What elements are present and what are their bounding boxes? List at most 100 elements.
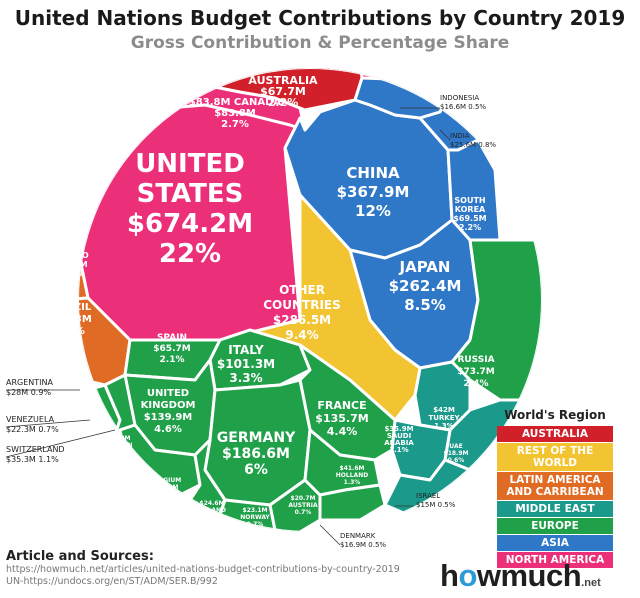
label-name-brazil: BRAZIL	[51, 302, 92, 313]
outside-value-india: $25.6M 0.8%	[450, 141, 496, 149]
sources-heading: Article and Sources:	[6, 549, 154, 564]
label-name-canada: $83.8M CANADA	[189, 97, 282, 108]
label-name-united-kingdom: UNITED	[147, 388, 189, 399]
chart-subtitle: Gross Contribution & Percentage Share	[130, 33, 510, 53]
outside-value-indonesia: $16.6M 0.5%	[440, 103, 486, 111]
label-share-brazil: 2.9%	[57, 326, 85, 337]
label-share-austria: 0.7%	[295, 509, 312, 516]
label-share-poland: 0.8%	[204, 514, 221, 521]
label-name-saudi-arabia: SAUDI	[387, 432, 411, 440]
label-share-norway: 0.7%	[247, 521, 264, 528]
label-value-poland: $24.6M	[200, 500, 225, 507]
label-share-south-korea: 2.2%	[459, 223, 481, 232]
label-share-other-countries: 9.4%	[285, 328, 318, 342]
outside-name-india: INDIA	[450, 132, 470, 140]
outside-name-denmark: DENMARK	[340, 532, 376, 540]
label-name-france: FRANCE	[317, 399, 366, 412]
label-share-france: 4.4%	[327, 425, 358, 438]
label-value-other-countries: $286.5M	[273, 313, 331, 327]
brand-suffix: .net	[581, 577, 601, 589]
outside-name-argentina: ARGENTINA	[6, 378, 54, 387]
label-value-mexico: $39.6M	[54, 260, 87, 269]
label-name-uae: UAE	[449, 443, 462, 450]
outside-value-venezuela: $22.3M 0.7%	[6, 425, 59, 434]
label-name-austria: AUSTRIA	[288, 502, 318, 509]
label-value-italy: $101.3M	[217, 357, 275, 371]
outside-value-switzerland: $35.3M 1.1%	[6, 455, 59, 464]
label-name-russia: RUSSIA	[457, 355, 494, 365]
label-name-norway: NORWAY	[240, 514, 270, 521]
label-value-germany: $186.6M	[222, 446, 290, 462]
label-name-mexico: MEXICO	[53, 251, 88, 260]
label-name-other-countries: COUNTRIES	[263, 298, 341, 312]
label-value-australia: $67.7M	[260, 85, 306, 98]
label-name-south-korea: SOUTH	[454, 196, 485, 205]
outside-value-argentina: $28M 0.9%	[6, 388, 51, 397]
label-share-holland: 1.3%	[344, 479, 361, 486]
legend-item-latin-america: LATIN AMERICA AND CARRIBEAN	[497, 472, 613, 501]
label-value-norway: $23.1M	[243, 507, 268, 514]
legend-item-middle-east: MIDDLE EAST	[497, 501, 613, 518]
leader-line-india	[439, 129, 451, 141]
leader-line-switzerland	[5, 429, 116, 458]
outside-name-venezuela: VENEZUELA	[6, 415, 55, 424]
label-name-south-korea: KOREA	[455, 205, 486, 214]
label-name-united-states: STATES	[137, 179, 244, 209]
label-value-united-kingdom: $139.9M	[144, 412, 193, 423]
label-name-belgium: BELGIUM	[151, 477, 182, 484]
cell-south-korea	[446, 138, 502, 242]
label-share-china: 12%	[355, 202, 391, 220]
legend-item-asia: ASIA	[497, 535, 613, 552]
label-value-turkey: $42M	[433, 406, 455, 414]
label-name-australia: AUSTRALIA	[248, 74, 318, 87]
label-value-china: $367.9M	[337, 183, 410, 201]
brand-name: howmuch	[440, 558, 582, 593]
label-share-germany: 6%	[244, 462, 268, 478]
label-name-saudi-arabia: ARABIA	[384, 439, 414, 447]
label-name-sweden: SWEDEN	[103, 442, 132, 449]
label-value-belgium: $25.2M	[154, 484, 179, 491]
label-value-canada: $83.8M	[214, 108, 256, 119]
label-value-united-states: $674.2M	[127, 209, 253, 239]
cell-mexico	[78, 218, 90, 302]
label-share-turkey: 1.3%	[434, 422, 453, 430]
label-share-belgium: 0.8%	[158, 491, 175, 498]
sources-block: Article and Sources: https://howmuch.net…	[6, 549, 426, 588]
outside-name-israel: ISRAEL	[416, 492, 440, 500]
label-value-france: $135.7M	[315, 412, 368, 425]
legend-item-australia: AUSTRALIA	[497, 426, 613, 443]
label-value-russia: $73.7M	[457, 367, 494, 377]
label-name-spain: SPAIN	[157, 333, 187, 343]
label-name-holland: HOLLAND	[336, 472, 368, 479]
label-value-uae: $18.9M	[444, 450, 469, 457]
legend-item-europe: EUROPE	[497, 518, 613, 535]
label-value-south-korea: $69.5M	[453, 214, 486, 223]
label-value-spain: $65.7M	[153, 344, 190, 354]
label-name-china: CHINA	[346, 164, 400, 182]
label-share-united-states: 22%	[159, 239, 221, 269]
leader-line-venezuela	[5, 419, 91, 428]
cell-denmark	[318, 483, 387, 522]
leader-line-denmark	[319, 524, 341, 546]
label-value-japan: $262.4M	[389, 277, 462, 295]
cell-russia	[450, 238, 542, 402]
label-value-sweden: $27.8M	[106, 435, 131, 442]
label-name-turkey: TURKEY	[428, 414, 460, 422]
label-share-russia: 2.4%	[464, 379, 489, 389]
source-link[interactable]: UN-https://undocs.org/en/ST/ADM/SER.B/99…	[6, 576, 218, 587]
label-share-mexico: 1.3%	[60, 269, 82, 278]
label-value-brazil: $90.3M	[50, 314, 92, 325]
outside-value-denmark: $16.9M 0.5%	[340, 541, 386, 549]
label-name-other-countries: OTHER	[279, 283, 325, 297]
source-link[interactable]: https://howmuch.net/articles/united-nati…	[6, 564, 400, 575]
label-share-canada: 2.7%	[221, 119, 249, 130]
label-share-spain: 2.1%	[160, 355, 185, 365]
label-share-australia: 2.2%	[268, 96, 299, 109]
outside-value-israel: $15M 0.5%	[416, 501, 456, 509]
legend-item-rest-of-world: REST OF THE WORLD	[497, 443, 613, 472]
label-share-saudi-arabia: 1.1%	[389, 446, 408, 454]
label-share-uae: 0.6%	[448, 457, 465, 464]
label-name-poland: POLAND	[198, 507, 226, 514]
outside-name-switzerland: SWITZERLAND	[6, 445, 65, 454]
